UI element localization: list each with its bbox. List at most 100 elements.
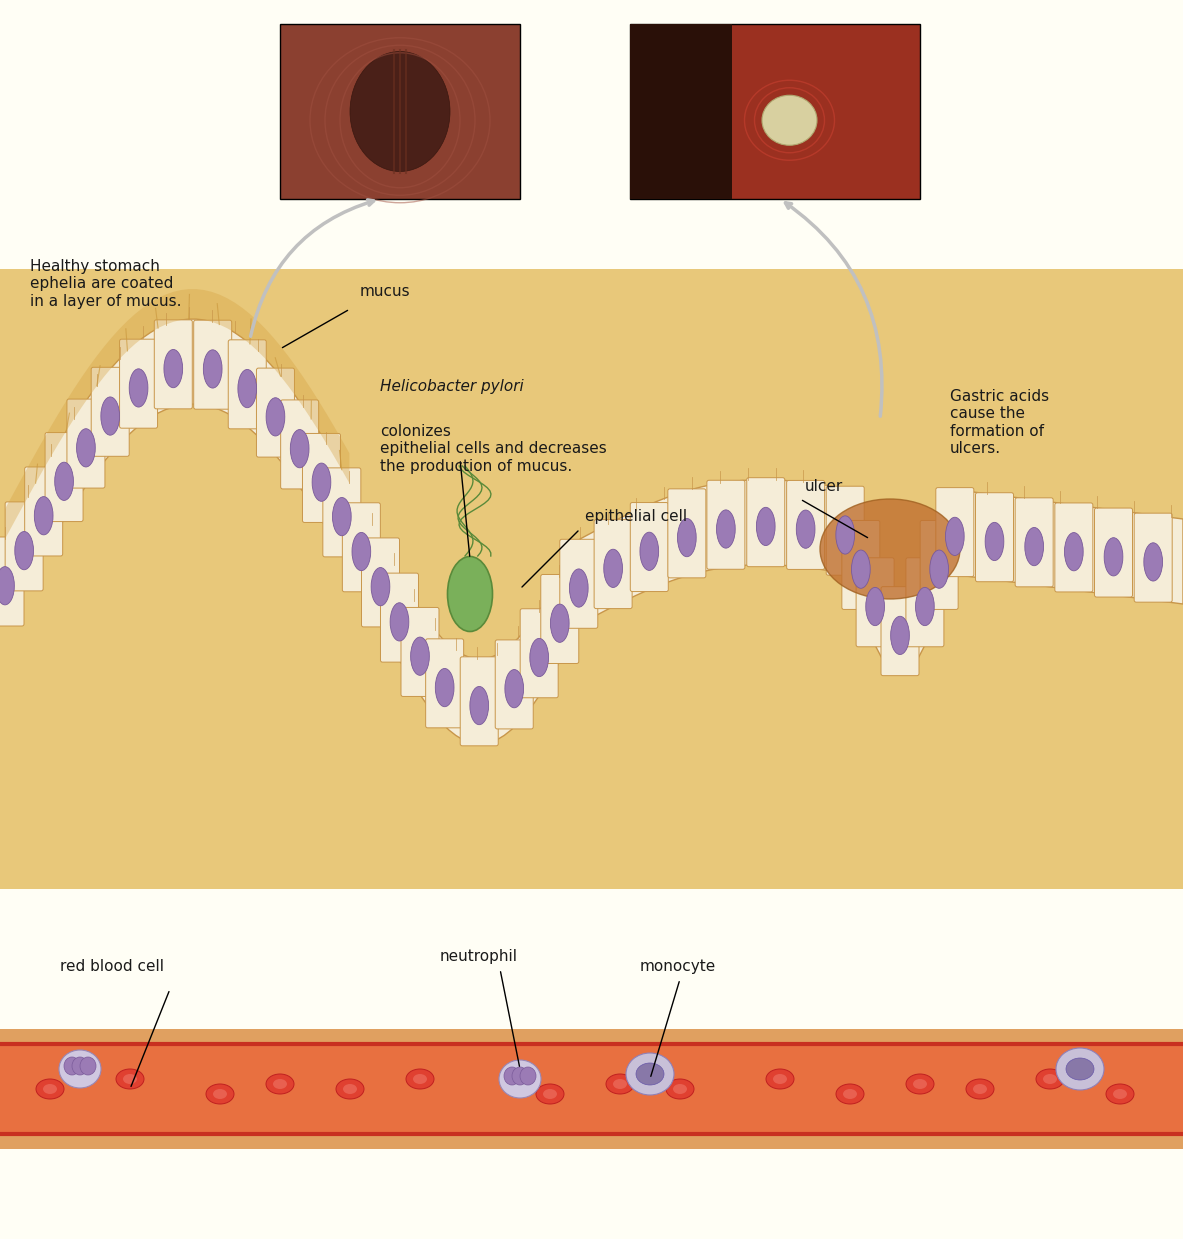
Ellipse shape [54,462,73,501]
FancyBboxPatch shape [25,467,63,556]
Ellipse shape [852,550,871,589]
Text: mucus: mucus [360,284,411,299]
Ellipse shape [636,1063,664,1085]
Ellipse shape [1066,1058,1094,1080]
Ellipse shape [521,1067,536,1085]
Ellipse shape [164,349,182,388]
FancyBboxPatch shape [119,339,157,429]
Ellipse shape [470,686,489,725]
FancyBboxPatch shape [1094,508,1132,597]
Ellipse shape [613,1079,627,1089]
Ellipse shape [945,517,964,555]
FancyBboxPatch shape [460,657,498,746]
Ellipse shape [43,1084,57,1094]
Ellipse shape [1144,543,1163,581]
FancyBboxPatch shape [257,368,295,457]
Polygon shape [5,320,1183,743]
Ellipse shape [390,602,409,641]
Ellipse shape [836,515,854,554]
FancyBboxPatch shape [631,503,668,591]
Text: ulcer: ulcer [804,479,843,494]
Text: neutrophil: neutrophil [440,949,518,964]
FancyBboxPatch shape [856,558,894,647]
Ellipse shape [371,567,390,606]
Ellipse shape [985,523,1004,560]
FancyBboxPatch shape [45,432,83,522]
Bar [0,1044,1183,1134]
FancyBboxPatch shape [381,574,419,662]
Text: Healthy stomach
ephelia are coated
in a layer of mucus.: Healthy stomach ephelia are coated in a … [30,259,181,309]
FancyBboxPatch shape [5,502,43,591]
FancyBboxPatch shape [0,536,24,626]
FancyBboxPatch shape [842,520,880,610]
Ellipse shape [273,1079,287,1089]
FancyBboxPatch shape [594,519,632,608]
FancyBboxPatch shape [560,539,597,628]
FancyBboxPatch shape [1134,513,1172,602]
FancyBboxPatch shape [401,607,439,696]
Ellipse shape [238,369,257,408]
FancyBboxPatch shape [1015,498,1053,587]
FancyBboxPatch shape [521,608,558,698]
FancyBboxPatch shape [154,320,193,409]
Ellipse shape [906,1074,935,1094]
FancyBboxPatch shape [342,503,381,592]
Ellipse shape [756,507,775,545]
Ellipse shape [796,510,815,549]
Bar [0,1030,1183,1149]
FancyBboxPatch shape [881,586,919,675]
Ellipse shape [820,499,959,598]
Ellipse shape [1106,1084,1134,1104]
Ellipse shape [77,429,96,467]
Ellipse shape [536,1084,564,1104]
FancyBboxPatch shape [228,339,266,429]
Ellipse shape [59,1049,101,1088]
Ellipse shape [678,518,697,556]
Ellipse shape [336,1079,364,1099]
FancyBboxPatch shape [303,434,341,523]
FancyBboxPatch shape [668,489,706,577]
Ellipse shape [673,1084,687,1094]
FancyBboxPatch shape [976,493,1014,582]
Ellipse shape [626,1053,674,1095]
Text: Helicobacter pylori: Helicobacter pylori [380,379,524,394]
Ellipse shape [266,1074,295,1094]
FancyBboxPatch shape [280,400,318,489]
Ellipse shape [129,369,148,408]
Ellipse shape [435,669,454,706]
FancyBboxPatch shape [194,320,232,409]
Ellipse shape [836,1084,864,1104]
Ellipse shape [312,463,331,502]
Ellipse shape [411,637,429,675]
Polygon shape [5,289,349,539]
FancyBboxPatch shape [1055,503,1093,592]
Ellipse shape [1104,538,1123,576]
Ellipse shape [213,1089,227,1099]
Ellipse shape [406,1069,434,1089]
Ellipse shape [606,1074,634,1094]
Ellipse shape [762,95,817,145]
Ellipse shape [206,1084,234,1104]
Ellipse shape [116,1069,144,1089]
Ellipse shape [447,556,492,632]
Bar [0,269,1183,890]
Ellipse shape [913,1079,927,1089]
FancyBboxPatch shape [91,367,129,456]
Ellipse shape [1056,1048,1104,1090]
Ellipse shape [290,430,309,468]
Bar [631,24,920,199]
Ellipse shape [15,532,33,570]
FancyBboxPatch shape [541,575,578,663]
Text: Gastric acids
cause the
formation of
ulcers.: Gastric acids cause the formation of ulc… [950,389,1049,456]
Ellipse shape [972,1084,987,1094]
FancyBboxPatch shape [496,639,534,729]
Ellipse shape [1113,1089,1127,1099]
Ellipse shape [767,1069,794,1089]
FancyBboxPatch shape [707,481,745,569]
Ellipse shape [343,1084,357,1094]
FancyBboxPatch shape [67,399,105,488]
FancyBboxPatch shape [920,520,958,610]
FancyBboxPatch shape [323,468,361,556]
FancyBboxPatch shape [746,478,784,566]
Ellipse shape [930,550,949,589]
